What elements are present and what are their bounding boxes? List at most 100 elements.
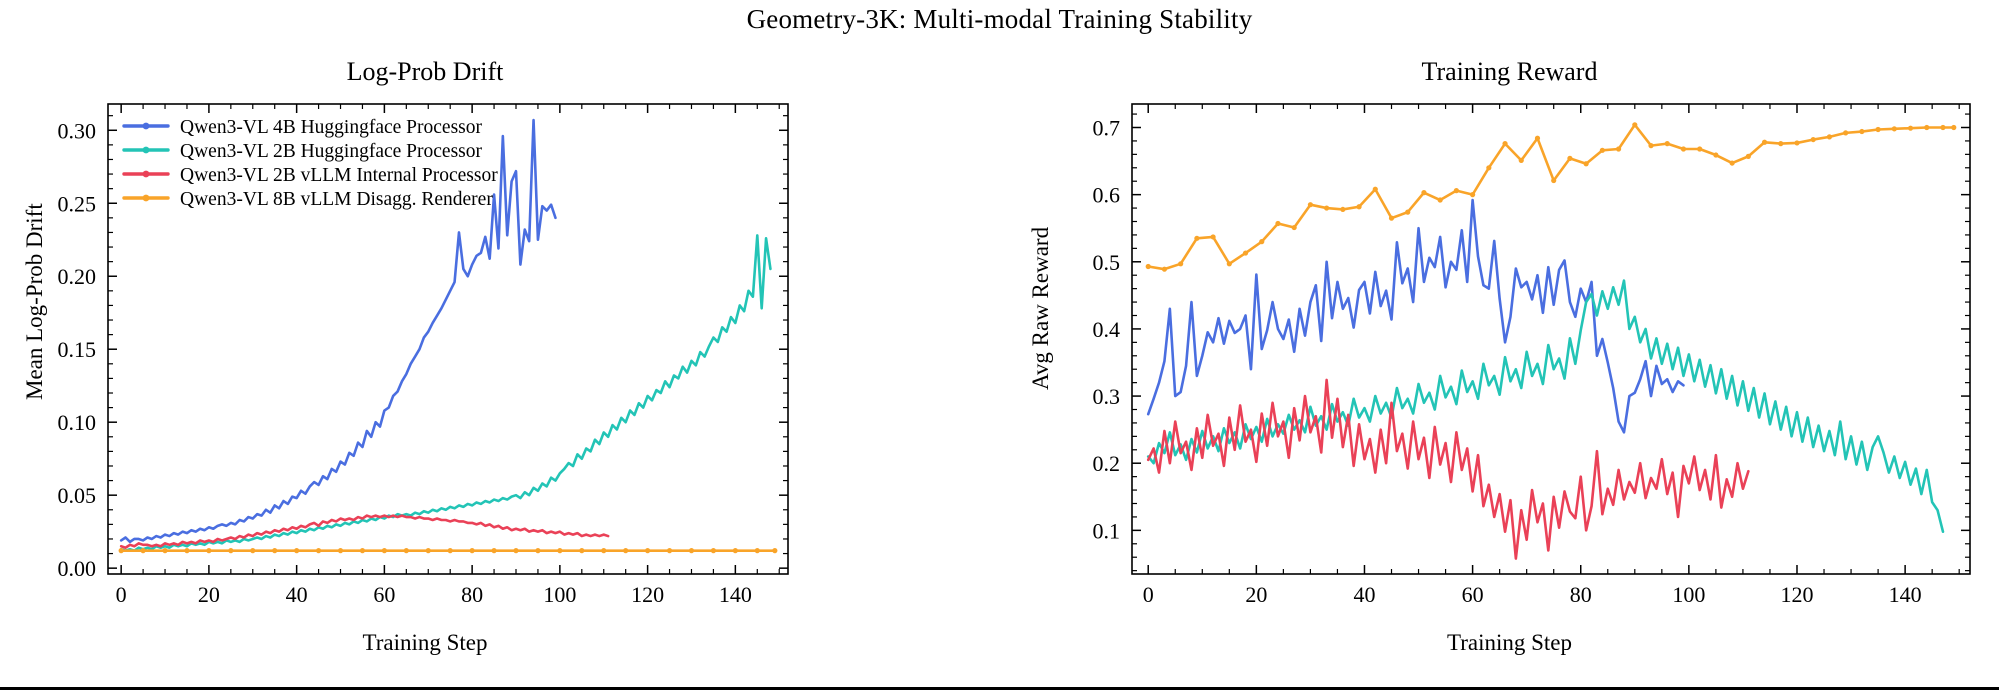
series-marker bbox=[1843, 130, 1849, 136]
legend-swatch-marker bbox=[142, 122, 150, 130]
series-marker bbox=[1615, 146, 1622, 152]
series-marker bbox=[1307, 202, 1314, 208]
plot-frame bbox=[1131, 103, 1971, 575]
series-marker bbox=[250, 548, 256, 554]
series-marker bbox=[1940, 124, 1946, 131]
series-marker bbox=[1951, 124, 1957, 131]
y-tick-label: 0.6 bbox=[1093, 183, 1121, 208]
series-marker bbox=[140, 548, 146, 554]
series-marker bbox=[1275, 220, 1281, 227]
series-line bbox=[119, 514, 610, 550]
series-marker bbox=[1697, 146, 1703, 152]
y-tick-label: 0.2 bbox=[1093, 451, 1121, 476]
series-marker bbox=[1745, 153, 1751, 159]
legend-label: Qwen3-VL 4B Huggingface Processor bbox=[180, 117, 482, 138]
panel-training-reward: Training Reward 0 20 40 60 80 100 120 140 0.1 0.2… bbox=[1020, 0, 1999, 690]
x-tick-label: 60 bbox=[373, 582, 395, 607]
series-marker bbox=[623, 548, 629, 554]
series-marker bbox=[1194, 235, 1200, 241]
series-marker bbox=[645, 548, 651, 554]
chart-svg-training-reward: 0 20 40 60 80 100 120 140 0.1 0.2 0.3 0.4 0.5 0.6 0.7 bbox=[1093, 103, 1971, 607]
series-marker bbox=[272, 548, 278, 554]
series-line bbox=[1146, 279, 1945, 533]
series-marker bbox=[1794, 140, 1800, 146]
legend-label: Qwen3-VL 2B Huggingface Processor bbox=[180, 141, 482, 162]
series-marker bbox=[1340, 206, 1346, 213]
series-marker bbox=[403, 548, 409, 554]
series-marker bbox=[1453, 188, 1459, 194]
panel-title-left: Log-Prob Drift bbox=[346, 57, 504, 86]
series-marker bbox=[1859, 128, 1865, 135]
series-marker bbox=[1226, 261, 1232, 267]
x-tick-label: 120 bbox=[631, 582, 664, 607]
series-marker bbox=[337, 548, 344, 554]
series-marker bbox=[557, 548, 563, 554]
legend-swatch-marker bbox=[142, 146, 150, 154]
series-marker bbox=[710, 548, 717, 554]
series-marker bbox=[1713, 152, 1719, 158]
x-tick-label: 0 bbox=[1143, 582, 1154, 607]
x-tick-label: 20 bbox=[198, 582, 220, 607]
plot-frame bbox=[107, 103, 789, 575]
x-tick-label: 0 bbox=[116, 582, 127, 607]
footer-divider bbox=[0, 687, 1999, 690]
series-marker bbox=[1470, 192, 1476, 198]
series-marker bbox=[772, 548, 778, 554]
series-marker bbox=[535, 548, 541, 554]
panel-title-right: Training Reward bbox=[1421, 57, 1598, 86]
x-tick-label: 80 bbox=[1570, 582, 1592, 607]
series-marker bbox=[666, 548, 673, 554]
series-marker bbox=[1778, 141, 1784, 147]
x-tick-label: 60 bbox=[1462, 582, 1484, 607]
series-marker bbox=[1680, 146, 1687, 152]
series-marker bbox=[1826, 134, 1833, 140]
series-marker bbox=[1242, 250, 1249, 256]
series-marker bbox=[1907, 125, 1914, 131]
series-marker bbox=[491, 548, 497, 554]
x-tick-label: 140 bbox=[719, 582, 752, 607]
series-marker bbox=[1648, 143, 1654, 149]
series-marker bbox=[1356, 204, 1362, 210]
series-marker bbox=[1567, 155, 1573, 161]
series-line bbox=[1146, 123, 1956, 271]
series-marker bbox=[1291, 224, 1297, 231]
series-marker bbox=[1810, 136, 1816, 143]
series-marker bbox=[732, 548, 738, 554]
y-tick-label: 0.05 bbox=[58, 483, 97, 508]
x-tick-label: 140 bbox=[1889, 582, 1922, 607]
x-tick-label: 40 bbox=[286, 582, 308, 607]
panel-log-prob-drift: Log-Prob Drift 0 20 40 60 80 100 120 140 0.00 0.0… bbox=[0, 0, 850, 690]
series-marker bbox=[754, 548, 760, 554]
y-tick-label: 0.3 bbox=[1093, 384, 1121, 409]
legend-swatch-marker bbox=[142, 194, 150, 202]
series-marker bbox=[1599, 147, 1605, 153]
series-marker bbox=[1405, 209, 1411, 215]
series-marker bbox=[1437, 197, 1443, 203]
y-tick-label: 0.7 bbox=[1093, 116, 1121, 141]
series-marker bbox=[1502, 141, 1508, 147]
series-marker bbox=[688, 548, 695, 554]
series-marker bbox=[1583, 161, 1589, 167]
series-marker bbox=[447, 548, 453, 554]
series-marker bbox=[206, 548, 212, 554]
series-marker bbox=[294, 548, 300, 554]
series-marker bbox=[1924, 124, 1930, 131]
series-marker bbox=[513, 548, 519, 554]
yaxis-label-right: Avg Raw Reward bbox=[1028, 226, 1053, 390]
series-marker bbox=[118, 548, 124, 554]
y-tick-label: 0.00 bbox=[58, 556, 97, 581]
series-marker bbox=[1388, 215, 1395, 221]
series-marker bbox=[1761, 139, 1768, 145]
legend-label: Qwen3-VL 2B vLLM Internal Processor bbox=[180, 165, 498, 186]
x-tick-label: 100 bbox=[543, 582, 576, 607]
series-marker bbox=[315, 548, 322, 554]
series-marker bbox=[184, 548, 190, 554]
series-marker bbox=[1259, 239, 1265, 245]
series-marker bbox=[1178, 261, 1184, 267]
series-marker bbox=[1324, 205, 1330, 211]
x-tick-label: 40 bbox=[1353, 582, 1375, 607]
series-marker bbox=[1729, 160, 1735, 166]
series-line bbox=[1146, 198, 1685, 434]
series-marker bbox=[1632, 122, 1638, 128]
x-tick-label: 100 bbox=[1672, 582, 1705, 607]
